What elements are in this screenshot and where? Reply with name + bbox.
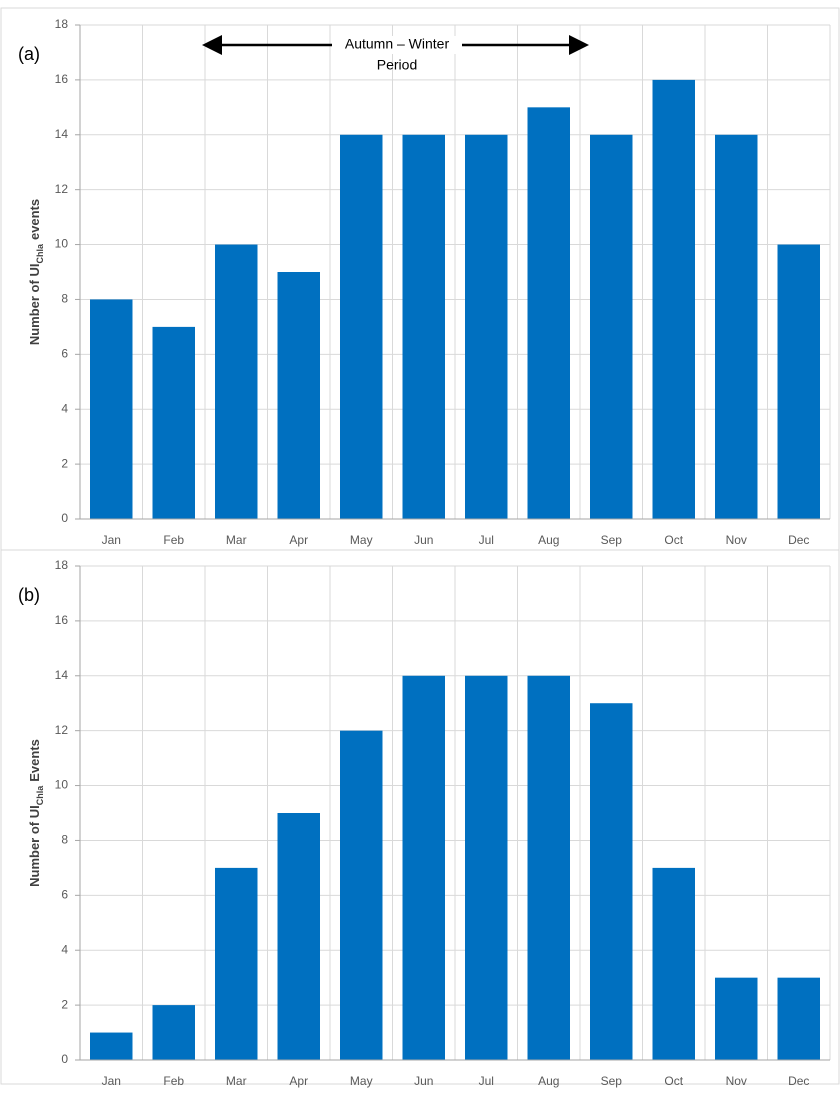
bar — [215, 244, 258, 520]
bar — [590, 703, 633, 1060]
bar — [402, 134, 445, 519]
x-tick-label: Aug — [538, 533, 559, 547]
bar — [465, 675, 508, 1060]
x-tick-label: Oct — [664, 1074, 683, 1088]
bar — [402, 675, 445, 1060]
y-tick-label: 8 — [61, 292, 68, 306]
y-tick-label: 10 — [55, 778, 69, 792]
bar — [90, 299, 133, 519]
x-tick-label: Mar — [226, 1074, 247, 1088]
y-tick-label: 4 — [61, 942, 68, 956]
bar — [715, 134, 758, 519]
x-tick-label: Jul — [479, 1074, 494, 1088]
x-tick-label: Mar — [226, 533, 247, 547]
bar — [277, 272, 320, 519]
bar — [527, 675, 570, 1060]
x-tick-label: Dec — [788, 1074, 809, 1088]
x-tick-label: Dec — [788, 533, 809, 547]
y-tick-label: 14 — [55, 127, 69, 141]
y-tick-label: 18 — [55, 558, 69, 572]
bar — [715, 977, 758, 1060]
y-tick-label: 8 — [61, 833, 68, 847]
bar — [652, 79, 695, 519]
y-axis-label-subscript: Chla — [35, 785, 45, 805]
bar — [90, 1032, 133, 1060]
y-tick-label: 2 — [61, 997, 68, 1011]
y-axis-label-text: Number of UI — [27, 805, 42, 887]
bar — [590, 134, 633, 519]
y-tick-label: 16 — [55, 72, 69, 86]
y-axis-label-suffix: Events — [27, 739, 42, 782]
x-tick-label: May — [350, 1074, 373, 1088]
x-tick-label: Oct — [664, 533, 683, 547]
y-tick-label: 14 — [55, 668, 69, 682]
panel-label: (b) — [18, 585, 40, 605]
x-tick-label: Nov — [726, 533, 747, 547]
chart-panel: 0 2 4 6 8 10 12 14 16 18 Jan Feb Mar Apr May Jun Jul Aug S… — [0, 7, 840, 551]
y-axis-label-suffix: events — [27, 199, 42, 240]
bar — [277, 813, 320, 1060]
x-tick-label: Jan — [102, 1074, 121, 1088]
x-tick-label: May — [350, 533, 373, 547]
y-tick-label: 0 — [61, 511, 68, 525]
x-tick-label: Sep — [601, 1074, 623, 1088]
annotation-text: Autumn – Winter — [345, 36, 450, 52]
x-tick-label: Aug — [538, 1074, 559, 1088]
annotation-backdrop — [332, 36, 462, 54]
y-axis-label: Number of UIChla events — [27, 199, 45, 345]
y-tick-label: 6 — [61, 347, 68, 361]
y-tick-label: 18 — [55, 17, 69, 31]
bar — [777, 244, 820, 520]
chart-panel: 0 2 4 6 8 10 12 14 16 18 Jan Feb Mar Apr May Jun Jul Aug S… — [0, 549, 840, 1088]
panel-frame — [0, 549, 840, 1085]
x-tick-label: Nov — [726, 1074, 747, 1088]
y-tick-label: 12 — [55, 723, 69, 737]
x-tick-label: Feb — [163, 533, 184, 547]
panel-label: (a) — [18, 44, 40, 64]
bar — [340, 134, 383, 519]
y-tick-label: 10 — [55, 237, 69, 251]
x-tick-label: Jan — [102, 533, 121, 547]
bar — [152, 1005, 195, 1060]
y-axis-label-text: Number of UI — [27, 264, 42, 346]
x-tick-label: Feb — [163, 1074, 184, 1088]
y-tick-label: 0 — [61, 1052, 68, 1066]
y-tick-label: 4 — [61, 401, 68, 415]
x-tick-label: Jul — [479, 533, 494, 547]
bar — [215, 867, 258, 1060]
bar — [465, 134, 508, 519]
y-tick-label: 12 — [55, 182, 69, 196]
y-tick-label: 2 — [61, 456, 68, 470]
x-tick-label: Jun — [414, 533, 433, 547]
bar — [652, 867, 695, 1060]
x-tick-label: Apr — [289, 1074, 308, 1088]
bar — [152, 326, 195, 519]
annotation-text: Period — [377, 57, 417, 73]
x-tick-label: Jun — [414, 1074, 433, 1088]
y-tick-label: 16 — [55, 613, 69, 627]
bar — [777, 977, 820, 1060]
x-tick-label: Apr — [289, 533, 308, 547]
x-tick-label: Sep — [601, 533, 623, 547]
y-axis-label: Number of UIChla Events — [27, 739, 45, 887]
y-tick-label: 6 — [61, 888, 68, 902]
bar — [340, 730, 383, 1060]
y-axis-label-subscript: Chla — [35, 243, 45, 263]
bar — [527, 107, 570, 519]
